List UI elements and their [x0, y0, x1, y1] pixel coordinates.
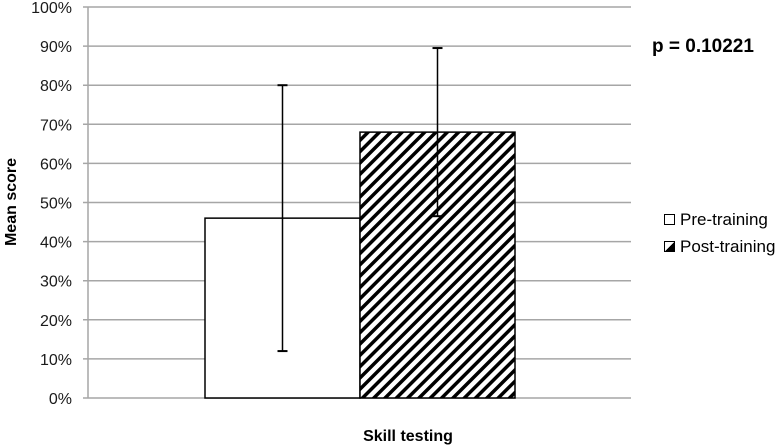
y-tick-label: 0% — [49, 391, 72, 408]
legend-label: Post-training — [680, 236, 776, 256]
legend-item-pre-training: Pre-training — [664, 206, 775, 233]
legend-swatch-white-icon — [664, 214, 675, 225]
x-axis-label: Skill testing — [363, 428, 453, 445]
y-tick-label: 10% — [40, 352, 72, 369]
y-tick-label: 50% — [40, 196, 72, 213]
y-tick-label: 90% — [40, 39, 72, 56]
y-tick-label: 70% — [40, 117, 72, 134]
bars — [204, 131, 516, 399]
legend-item-post-training: Post-training — [664, 233, 775, 260]
y-axis-ticks: 0% 10% 20% 30% 40% 50% 60% 70% 80% 90% 100% — [31, 0, 72, 408]
y-tick-label: 20% — [40, 313, 72, 330]
y-axis-label: Mean score — [3, 158, 20, 246]
error-bars — [277, 47, 443, 353]
legend-label: Pre-training — [680, 209, 768, 229]
y-tick-label: 40% — [40, 235, 72, 252]
legend-swatch-hatched-icon — [664, 241, 675, 252]
y-tick-label: 100% — [31, 0, 72, 17]
y-tick-label: 60% — [40, 156, 72, 173]
y-tick-label: 30% — [40, 274, 72, 291]
bar-post-training — [359, 131, 516, 399]
y-tick-label: 80% — [40, 78, 72, 95]
p-value-annotation: p = 0.10221 — [652, 36, 754, 57]
legend: Pre-training Post-training — [664, 206, 775, 260]
